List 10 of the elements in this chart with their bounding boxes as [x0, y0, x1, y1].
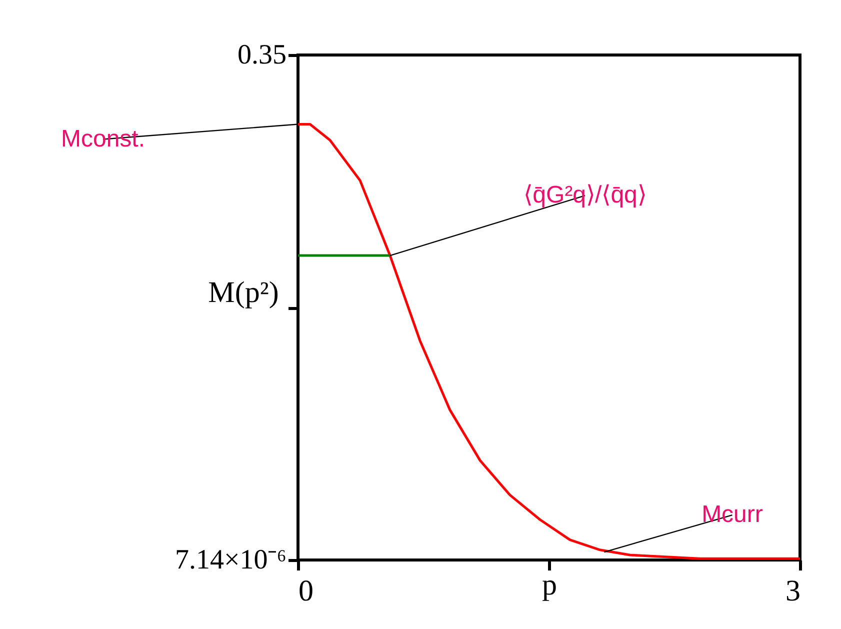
x-axis-title: p: [542, 568, 557, 602]
annotation: ⟨q̄G²q⟩/⟨q̄q⟩: [524, 182, 646, 209]
y-axis-title: M(p²): [208, 276, 279, 309]
x-tick-label: 3: [786, 574, 800, 608]
x-tick-label: 0: [298, 574, 314, 608]
line-series: [296, 123, 802, 560]
annotation: Mconst.: [60, 125, 146, 152]
annotation: Mcurr: [702, 501, 763, 528]
y-tick-label: 7.14×10⁻⁶: [174, 544, 286, 576]
y-tick-label: 0.35: [238, 40, 286, 70]
